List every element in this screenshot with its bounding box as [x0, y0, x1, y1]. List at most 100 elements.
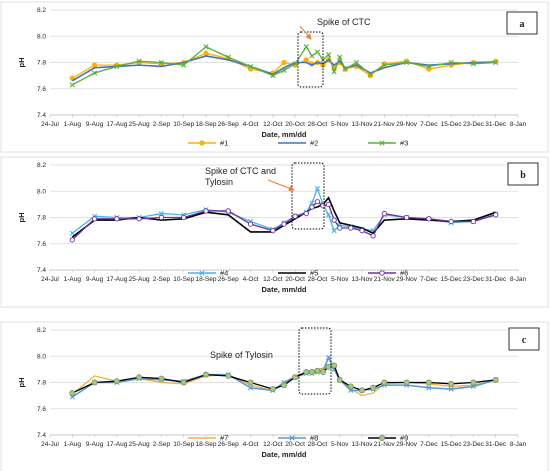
- y-tick-label: 7.4: [37, 112, 46, 119]
- y-tick-label: 7.4: [37, 267, 46, 274]
- x-tick-label: 10-Sep: [173, 121, 194, 128]
- annotation-arrow: [299, 25, 312, 40]
- data-point: [370, 233, 376, 239]
- data-point: [426, 385, 432, 391]
- y-axis-label: pH: [17, 58, 26, 68]
- legend-label: #7: [220, 434, 228, 443]
- x-tick-label: 7-Dec: [420, 441, 438, 448]
- data-point: [114, 63, 120, 70]
- annotation-line: Spike of CTC: [317, 17, 371, 27]
- panel-label-box: [507, 162, 539, 186]
- data-point: [91, 379, 98, 386]
- x-tick-label: 31-Dec: [485, 276, 507, 283]
- legend-label: #1: [220, 139, 228, 148]
- x-axis-label: Date, mm/dd: [261, 130, 306, 139]
- x-tick-label: 18-Sep: [196, 441, 217, 448]
- legend-label: #9: [400, 434, 408, 443]
- x-tick-label: 12-Oct: [263, 276, 283, 283]
- data-point: [247, 385, 254, 391]
- x-tick-label: 4-Oct: [243, 441, 259, 448]
- panel-c: 7.4 7.6 7.8 8.0 8.2 24-Jul 1-Aug 9-Aug 17-Aug 25-…: [0, 321, 549, 471]
- annotation-line: Tylosin: [205, 177, 233, 187]
- spike-highlight-box: [291, 162, 325, 230]
- x-tick-label: 17-Aug: [106, 121, 127, 128]
- x-tick-label: 2-Sep: [153, 121, 171, 128]
- x-axis-label: Date, mm/dd: [261, 285, 306, 294]
- data-point: [303, 369, 310, 375]
- x-tick-label: 29-Nov: [396, 276, 418, 283]
- x-tick-label: 9-Aug: [86, 276, 104, 283]
- data-point: [69, 390, 76, 396]
- x-tick-label: 13-Nov: [352, 121, 374, 128]
- x-tick-label: 25-Aug: [129, 121, 150, 128]
- data-point: [225, 372, 232, 379]
- x-tick-label: 1-Aug: [64, 441, 82, 448]
- data-point: [303, 44, 309, 50]
- data-point: [331, 228, 337, 234]
- panel-frame: [0, 156, 549, 308]
- data-point: [203, 371, 209, 378]
- data-point: [331, 69, 337, 75]
- data-point: [69, 237, 75, 243]
- data-point: [180, 379, 187, 386]
- data-point: [303, 210, 309, 217]
- data-point: [158, 210, 165, 217]
- data-point: [426, 63, 432, 70]
- data-point: [203, 44, 209, 50]
- x-tick-label: 21-Nov: [374, 276, 396, 283]
- data-point: [91, 216, 98, 222]
- x-tick-label: 20-Oct: [285, 441, 305, 448]
- data-point: [470, 218, 477, 225]
- data-point: [158, 59, 165, 66]
- data-point: [403, 214, 410, 221]
- x-tick-label: 9-Aug: [86, 121, 104, 128]
- x-tick-label: 15-Dec: [441, 441, 463, 448]
- x-tick-label: 10-Sep: [173, 441, 194, 448]
- x-tick-label: 4-Oct: [243, 276, 259, 283]
- data-point: [325, 52, 332, 58]
- panel-label: c: [522, 335, 527, 346]
- x-tick-label: 25-Aug: [129, 441, 150, 448]
- data-point: [292, 61, 298, 67]
- data-point: [281, 221, 287, 227]
- x-tick-label: 21-Nov: [374, 121, 396, 128]
- data-point: [247, 379, 254, 386]
- data-point: [203, 208, 209, 214]
- annotation-arrow: [267, 179, 295, 192]
- data-point: [247, 63, 254, 70]
- legend-label: #6: [400, 269, 408, 278]
- series-line-#3: [71, 45, 496, 86]
- spike-highlight-box: [298, 327, 332, 395]
- x-tick-label: 1-Aug: [64, 276, 82, 283]
- data-point: [359, 387, 365, 394]
- legend-marker: [379, 270, 385, 276]
- panel-frame: [0, 321, 549, 471]
- x-tick-label: 28-Oct: [308, 441, 328, 448]
- x-tick-label: 7-Dec: [420, 121, 438, 128]
- data-point: [314, 49, 321, 55]
- data-point: [158, 375, 165, 382]
- x-tick-label: 31-Dec: [485, 121, 507, 128]
- data-point: [348, 225, 354, 231]
- x-axis-label: Date, mm/dd: [261, 450, 306, 459]
- annotation-line: Spike of Tylosin: [210, 350, 273, 360]
- x-tick-label: 2-Sep: [153, 276, 171, 283]
- data-point: [337, 54, 343, 60]
- x-tick-label: 12-Oct: [263, 121, 283, 128]
- data-point: [426, 216, 432, 222]
- data-point: [308, 369, 315, 375]
- x-tick-label: 23-Dec: [463, 276, 485, 283]
- y-axis-label: pH: [17, 213, 26, 223]
- series-line-#2: [71, 55, 496, 82]
- data-point: [314, 367, 321, 374]
- legend-label: #4: [220, 269, 228, 278]
- data-point: [320, 203, 326, 209]
- x-tick-label: 13-Nov: [352, 276, 374, 283]
- data-point: [492, 376, 499, 383]
- x-tick-label: 24-Jul: [41, 276, 59, 283]
- data-point: [225, 208, 231, 214]
- x-tick-label: 24-Jul: [41, 441, 59, 448]
- panel-label: b: [520, 170, 526, 181]
- data-point: [403, 379, 410, 386]
- data-point: [247, 221, 254, 227]
